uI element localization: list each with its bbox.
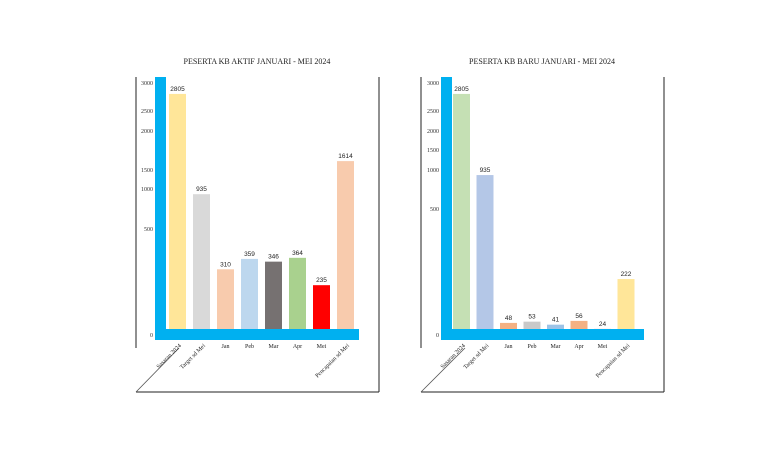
bar — [265, 261, 282, 329]
bar — [217, 269, 234, 329]
y-tick-label: 500 — [144, 227, 153, 233]
bar — [617, 279, 635, 329]
data-label: 222 — [621, 271, 632, 278]
y-axis-wall — [441, 77, 452, 340]
chart-title: PESERTA KB AKTIF JANUARI - MEI 2024 — [184, 57, 331, 66]
data-label: 53 — [528, 314, 536, 321]
bar — [523, 321, 541, 329]
data-label: 24 — [599, 321, 607, 328]
category-label: Target sd Mei — [463, 343, 491, 371]
category-label: Jan — [222, 344, 230, 350]
category-label: Peb — [245, 344, 254, 350]
x-axis-floor — [441, 329, 644, 340]
y-tick-label: 0 — [150, 333, 153, 339]
data-label: 2805 — [454, 86, 469, 93]
data-label: 2805 — [170, 86, 185, 93]
category-label: Apr — [574, 344, 583, 350]
y-tick-label: 1500 — [141, 168, 153, 174]
y-tick-label: 1000 — [141, 187, 153, 193]
y-tick-label: 1000 — [427, 168, 439, 174]
bar — [241, 258, 258, 329]
bar — [500, 322, 517, 329]
bar — [570, 320, 588, 329]
y-tick-label: 0 — [436, 333, 439, 339]
y-tick-label: 2000 — [141, 129, 153, 135]
data-label: 346 — [268, 254, 279, 261]
category-label: Target sd Mei — [179, 343, 207, 371]
data-label: 235 — [316, 277, 327, 284]
chart-panel-2: PESERTA KB BARU JANUARI - MEI 2024 0 500 10… — [420, 57, 665, 393]
data-label: 56 — [575, 313, 583, 320]
data-label: 935 — [480, 167, 491, 174]
data-label: 364 — [292, 250, 303, 257]
category-label: Mei — [317, 344, 327, 350]
bar — [453, 93, 470, 329]
y-tick-label: 3000 — [427, 81, 439, 87]
data-label: 935 — [196, 186, 207, 193]
bar — [193, 194, 210, 329]
category-label: Mar — [269, 344, 279, 350]
bar — [547, 324, 564, 329]
data-label: 48 — [505, 315, 513, 322]
y-tick-label: 3000 — [141, 81, 153, 87]
data-label: 359 — [244, 251, 255, 258]
category-label: Peb — [528, 344, 537, 350]
y-tick-label: 2000 — [427, 129, 439, 135]
y-tick-label: 2500 — [427, 109, 439, 115]
data-label: 41 — [552, 317, 560, 324]
chart-title: PESERTA KB BARU JANUARI - MEI 2024 — [469, 57, 615, 66]
bar — [169, 93, 186, 329]
chart-panel-1: PESERTA KB AKTIF JANUARI - MEI 2024 0 500 1… — [135, 57, 380, 393]
y-tick-label: 500 — [430, 207, 439, 213]
category-label: Jan — [505, 344, 513, 350]
bar — [476, 175, 494, 329]
floor-diagonal-line — [135, 347, 180, 393]
category-label: Mar — [551, 344, 561, 350]
y-tick-label: 1500 — [427, 148, 439, 154]
data-label: 1614 — [338, 153, 353, 160]
bar — [289, 257, 306, 329]
bar — [337, 161, 354, 329]
category-label: Mei — [598, 344, 608, 350]
y-axis-wall — [155, 77, 166, 340]
floor-diagonal-line — [420, 347, 466, 393]
data-label: 310 — [220, 261, 231, 268]
y-tick-label: 2500 — [141, 109, 153, 115]
category-label: Apr — [293, 344, 302, 350]
x-axis-floor — [155, 329, 359, 340]
bar — [313, 285, 330, 329]
